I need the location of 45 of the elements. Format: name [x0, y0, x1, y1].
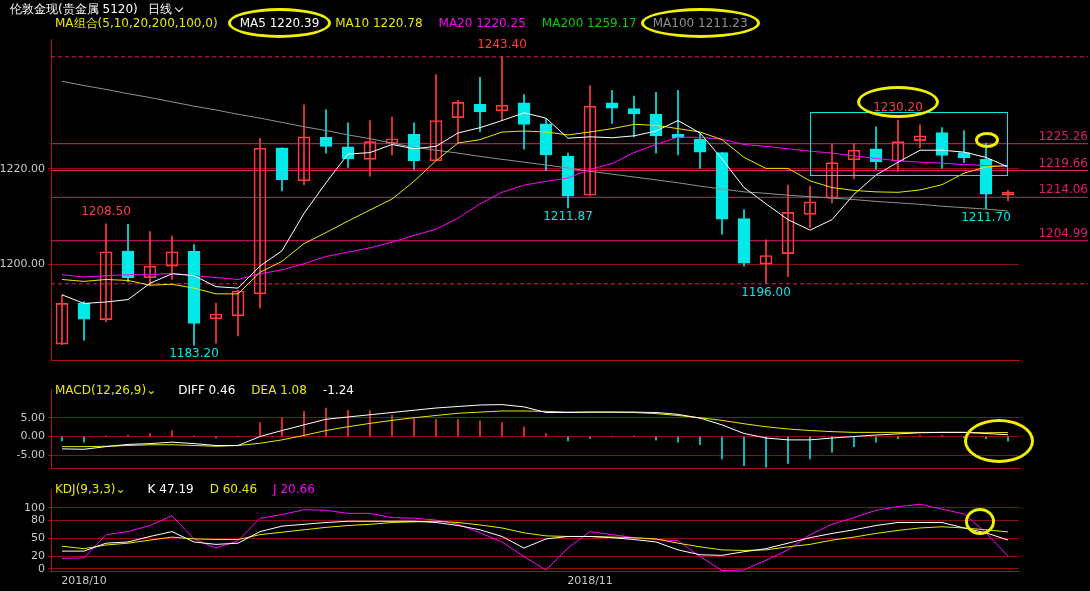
- text: MA10 1220.78: [335, 16, 423, 30]
- y-tick-label: 50: [31, 531, 45, 545]
- candlestick: [319, 109, 333, 154]
- ref-line-label: 1214.06: [1038, 182, 1088, 197]
- ref-line-label: 1225.26: [1038, 128, 1088, 143]
- candlestick: [627, 95, 641, 138]
- legend-title: KDJ(9,3,3)⌄: [55, 482, 126, 496]
- y-tick-label: 0: [38, 561, 45, 575]
- x-tick-label: 2018/11: [567, 574, 613, 588]
- text: D 60.46: [209, 482, 258, 496]
- y-tick-label: -5.00: [16, 448, 45, 462]
- legend-label: MA200 1259.17: [541, 16, 637, 30]
- annotation: 1211.70: [961, 209, 1011, 224]
- y-tick-label: 100: [24, 500, 45, 514]
- annotation: 1211.87: [543, 208, 593, 223]
- chart-title: 伦敦金现(贵金属 5120): [10, 1, 138, 17]
- y-tick-label: 1220.00: [0, 161, 45, 175]
- text: MA5 1220.39: [239, 16, 320, 30]
- y-tick-label: 80: [31, 512, 45, 526]
- text: DIFF 0.46: [178, 383, 236, 397]
- ref-line-label: 1204.99: [1038, 225, 1088, 240]
- y-tick-label: 0.00: [20, 429, 45, 443]
- text: MA20 1220.25: [438, 16, 526, 30]
- legend-title: MA组合(5,10,20,200,100,0): [55, 16, 218, 30]
- y-tick-label: 5.00: [20, 410, 45, 424]
- candlestick: [473, 77, 487, 133]
- series-label: J 20.66: [273, 482, 315, 496]
- candlestick: [957, 130, 971, 163]
- candlestick: [605, 90, 619, 124]
- candlestick: [671, 90, 685, 156]
- text: K 47.19: [147, 482, 194, 496]
- chart-subtitle: 日线: [147, 1, 172, 17]
- annotation: 1208.50: [81, 204, 131, 219]
- annotation: 1230.20: [873, 100, 923, 115]
- y-tick-label: 1200.00: [0, 257, 45, 271]
- ref-line-label: 1219.66: [1038, 155, 1088, 170]
- annotation: 1196.00: [741, 284, 791, 299]
- annotation: 1183.20: [169, 346, 219, 361]
- text: MA100 1211.23: [652, 16, 748, 30]
- legend-title: MACD(12,26,9)⌄: [55, 383, 157, 397]
- text: DEA 1.08: [251, 383, 307, 397]
- x-tick-label: 2018/10: [61, 574, 107, 588]
- annotation: 1243.40: [477, 36, 527, 51]
- annotation: -1.24: [322, 383, 354, 397]
- y-tick-label: 20: [31, 549, 45, 563]
